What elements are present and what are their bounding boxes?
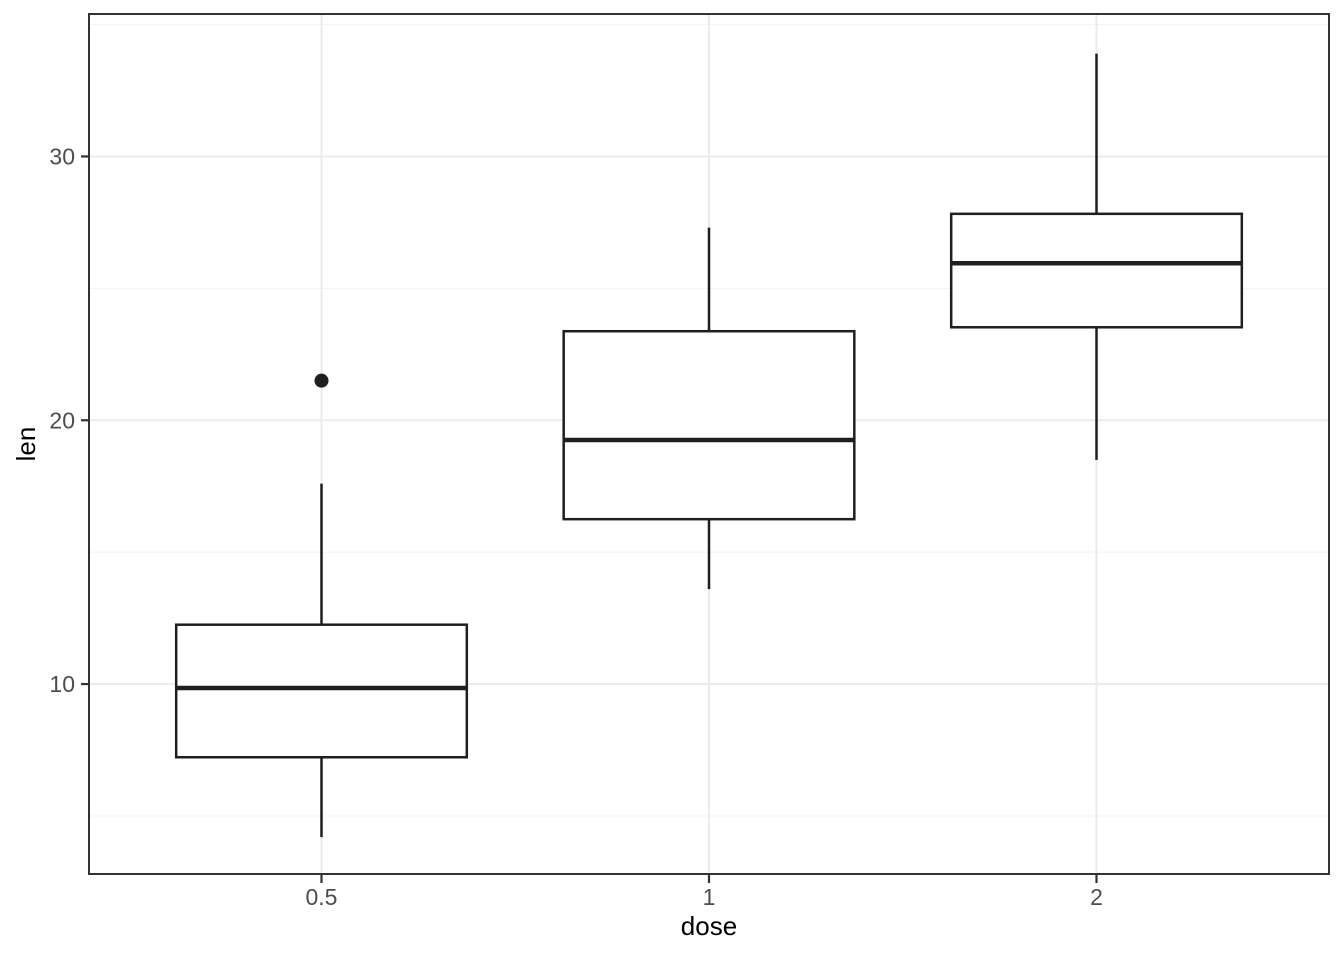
box-iqr xyxy=(174,623,469,759)
y-tick-label: 30 xyxy=(49,143,75,169)
y-tick-label: 20 xyxy=(49,407,75,433)
y-axis-title: len xyxy=(11,426,41,462)
box-iqr xyxy=(562,329,856,521)
box-iqr xyxy=(949,212,1244,329)
x-tick-label: 0.5 xyxy=(306,884,338,910)
x-tick-label: 2 xyxy=(1090,884,1103,910)
y-tick-label: 10 xyxy=(49,671,75,697)
x-tick-label: 1 xyxy=(703,884,716,910)
outlier-point xyxy=(314,373,329,388)
x-axis-title: dose xyxy=(680,911,738,941)
